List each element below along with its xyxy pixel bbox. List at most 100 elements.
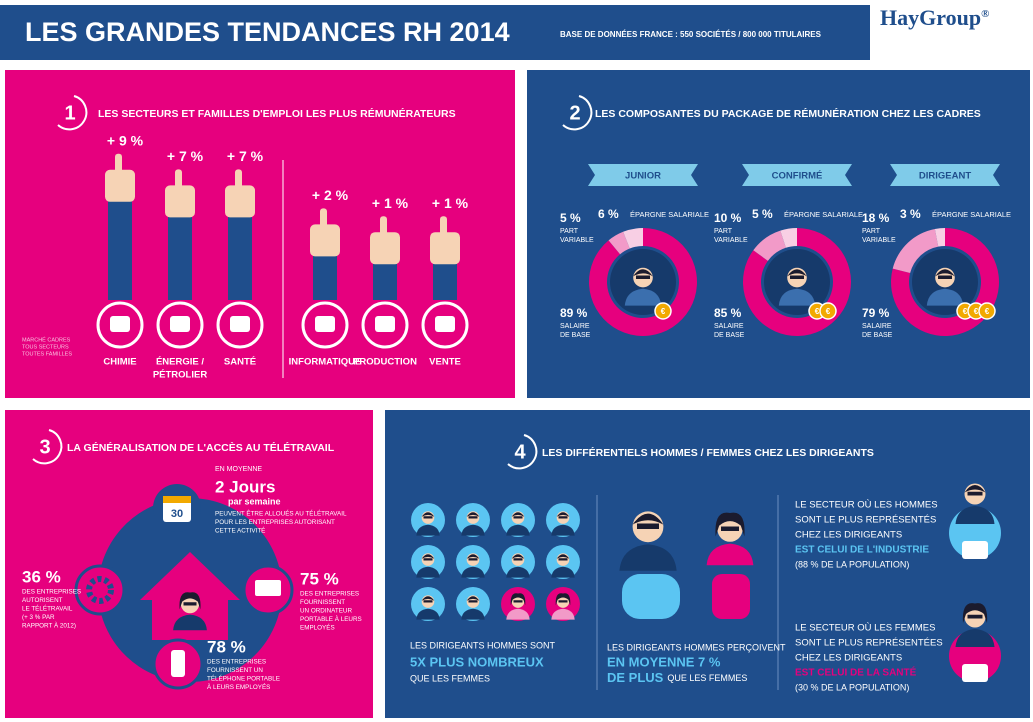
person-hair <box>632 513 664 525</box>
person-hair <box>466 512 480 517</box>
person-body <box>955 629 995 647</box>
sector-name: INFORMATIQUE <box>289 357 362 368</box>
pay-highlight: DE PLUS <box>607 670 664 685</box>
days-big: 2 Jours <box>215 477 275 496</box>
stat-value: 36 % <box>22 567 61 586</box>
sector-text: SONT LE PLUS REPRÉSENTÉS <box>795 515 936 526</box>
base-pct: 79 % <box>862 306 890 320</box>
section-title: LA GÉNÉRALISATION DE L'ACCÈS AU TÉLÉTRAV… <box>67 441 335 454</box>
donut-segment <box>780 228 797 248</box>
hand <box>165 185 195 218</box>
section-number: 1 <box>64 102 75 124</box>
sector-highlight: EST CELUI DE L'INDUSTRIE <box>795 545 929 556</box>
finger <box>235 169 242 190</box>
sector-text: SONT LE PLUS REPRÉSENTÉES <box>795 638 943 649</box>
person-body <box>416 608 440 620</box>
coin-symbol: € <box>974 307 979 316</box>
coin <box>654 302 672 320</box>
donut-segment <box>608 231 630 255</box>
man-podium <box>622 574 680 619</box>
savings-text: ÉPARGNE SALARIALE <box>630 210 709 219</box>
person-hair <box>964 485 986 493</box>
person-body <box>461 566 485 578</box>
increase-label: + 1 % <box>432 195 469 211</box>
level-label: DIRIGEANT <box>919 171 971 182</box>
person-glasses <box>513 558 523 561</box>
person-hair <box>510 593 526 606</box>
person-glasses <box>468 558 478 561</box>
level-ribbon <box>588 164 698 186</box>
person-body <box>416 524 440 536</box>
variable-pct: 18 % <box>862 211 890 225</box>
stat-text: FOURNISSENT <box>300 599 345 606</box>
person-glasses <box>423 558 433 561</box>
person-glasses <box>513 516 523 519</box>
coin-symbol: € <box>661 307 666 316</box>
level-label: JUNIOR <box>625 171 661 182</box>
variable-text: VARIABLE <box>714 237 748 244</box>
level-label: CONFIRMÉ <box>772 171 823 182</box>
stat-text: (+ 3 % PAR <box>22 614 55 621</box>
coin-symbol: € <box>985 307 990 316</box>
person-glasses <box>967 491 983 496</box>
header-bar <box>0 5 870 60</box>
person-body <box>551 524 575 536</box>
woman-podium <box>712 574 750 619</box>
base-pct: 89 % <box>560 306 588 320</box>
hand <box>370 232 400 265</box>
section-title: LES COMPOSANTES DU PACKAGE DE RÉMUNÉRATI… <box>595 107 981 120</box>
person-glasses <box>468 600 478 603</box>
content: 1 LES SECTEURS ET FAMILLES D'EMPLOI LES P… <box>22 95 1011 692</box>
person-body <box>506 566 530 578</box>
sector-note: (88 % DE LA POPULATION) <box>795 559 909 569</box>
days-text: CETTE ACTIVITÉ <box>215 526 265 535</box>
days-intro: EN MOYENNE <box>215 466 262 473</box>
sector-name: PRODUCTION <box>353 357 417 368</box>
finger <box>115 153 122 174</box>
person-hair <box>421 554 435 559</box>
increase-label: + 7 % <box>167 148 204 164</box>
sector-icon-shape <box>170 316 190 332</box>
variable-text: VARIABLE <box>560 237 594 244</box>
coin <box>978 302 996 320</box>
savings-text: ÉPARGNE SALARIALE <box>932 210 1011 219</box>
variable-text: PART <box>862 228 881 235</box>
ratio-highlight: 5X PLUS NOMBREUX <box>410 654 544 669</box>
person-hair <box>466 554 480 559</box>
ratio-post: QUE LES FEMMES <box>410 673 490 683</box>
logo-mark: ® <box>981 8 989 20</box>
person-body <box>926 288 964 306</box>
person-glasses <box>423 600 433 603</box>
person-body <box>619 544 677 571</box>
sector-name: VENTE <box>429 357 461 368</box>
sector-name: SANTÉ <box>224 357 256 368</box>
pay-post: QUE LES FEMMES <box>667 673 747 683</box>
person-body <box>624 288 662 306</box>
logo-text: HayGroup <box>880 5 981 30</box>
person-hair <box>421 596 435 601</box>
sector-text: CHEZ LES DIRIGEANTS <box>795 653 902 664</box>
stat-text: DES ENTREPRISES <box>207 659 266 666</box>
level-ribbon <box>890 164 1000 186</box>
sector-icon-shape <box>110 316 130 332</box>
number-ring <box>57 95 88 131</box>
arm-bar <box>373 262 397 300</box>
person-body <box>706 543 754 566</box>
panel-1 <box>5 70 515 398</box>
person-hair <box>511 512 525 517</box>
savings-text: ÉPARGNE SALARIALE <box>784 210 863 219</box>
donut-segment <box>892 228 939 274</box>
hand <box>225 185 255 218</box>
person-hair <box>556 512 570 517</box>
person-glasses <box>558 516 568 519</box>
person-glasses <box>513 600 523 603</box>
stat-text: DES ENTREPRISES <box>22 589 81 596</box>
coin-symbol: € <box>963 307 968 316</box>
person-body <box>506 608 530 620</box>
pay-pre: LES DIRIGEANTS HOMMES PERÇOIVENT <box>607 642 786 652</box>
person-body <box>551 608 575 620</box>
finger <box>440 216 447 237</box>
savings-pct: 5 % <box>752 207 773 221</box>
coin <box>819 302 837 320</box>
